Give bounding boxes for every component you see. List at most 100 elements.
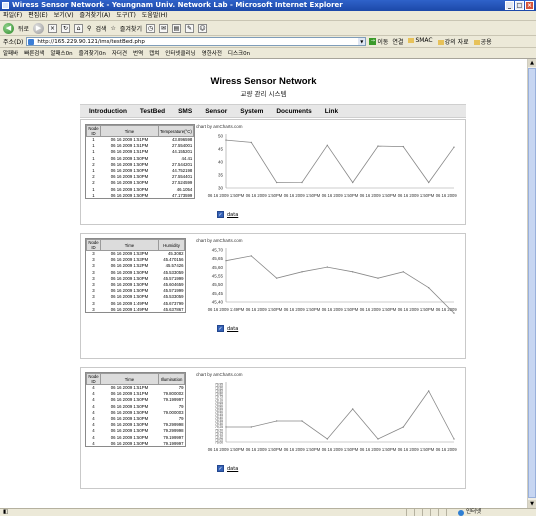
data-point[interactable] <box>301 420 303 422</box>
favorites-star-icon[interactable]: ☆ <box>110 24 116 32</box>
data-point[interactable] <box>225 139 227 141</box>
back-arrow-icon[interactable]: ◀ <box>3 22 14 34</box>
menu-help[interactable]: 도움말(H) <box>141 12 168 19</box>
data-point[interactable] <box>275 420 278 422</box>
menu-file[interactable]: 파일(F) <box>3 12 23 19</box>
data-point[interactable] <box>402 145 405 148</box>
addon-item[interactable]: 빠른검색 <box>24 51 45 57</box>
data-point[interactable] <box>326 144 329 147</box>
edit-icon[interactable]: ✎ <box>184 23 194 33</box>
nav-link[interactable]: Link <box>324 107 339 115</box>
data-point[interactable] <box>351 408 354 410</box>
search-label[interactable]: 검색 <box>95 25 107 33</box>
back-label[interactable]: 뒤로 <box>18 25 30 33</box>
go-button[interactable]: → 이동 <box>369 37 388 46</box>
print-icon[interactable]: ▤ <box>171 23 181 33</box>
menu-edit[interactable]: 편집(E) <box>28 12 48 19</box>
legend-label[interactable]: data <box>227 211 239 218</box>
link-item-smac[interactable]: SMAC <box>408 37 433 46</box>
close-icon[interactable]: × <box>525 1 534 10</box>
nav-system[interactable]: System <box>240 107 264 115</box>
data-point[interactable] <box>377 438 379 440</box>
chart-legend[interactable]: ✓ data <box>217 465 238 472</box>
checkbox-icon[interactable]: ✓ <box>217 211 224 218</box>
data-point[interactable] <box>427 181 430 184</box>
link-label[interactable]: 공용 <box>480 39 492 46</box>
legend-label[interactable]: data <box>227 465 239 472</box>
data-point[interactable] <box>275 277 278 279</box>
addon-item[interactable]: 즐겨찾기0n <box>78 51 106 57</box>
link-item-shared[interactable]: 공용 <box>473 37 492 46</box>
search-icon[interactable]: ⚲ <box>87 24 92 32</box>
addon-item[interactable]: 번역 <box>133 51 144 57</box>
home-icon[interactable]: ⌂ <box>74 23 84 33</box>
menu-view[interactable]: 보기(V) <box>53 12 74 19</box>
address-url[interactable]: http://165.229.90.121/ims/testBed.php <box>37 39 145 45</box>
data-point[interactable] <box>326 266 329 268</box>
chart-legend[interactable]: ✓ data <box>217 211 238 218</box>
vertical-scrollbar[interactable]: ▲ ▼ <box>527 59 536 508</box>
address-dropdown-icon[interactable]: ▼ <box>358 38 366 45</box>
addon-item[interactable]: 캡쳐 <box>149 51 160 57</box>
forward-arrow-icon[interactable]: ▶ <box>33 22 45 34</box>
maximize-icon[interactable]: □ <box>515 1 524 10</box>
table-row: 4 06 16 2009 1:50PM 79.199997 <box>87 434 185 440</box>
address-input[interactable]: http://165.229.90.121/ims/testBed.php ▼ <box>26 37 367 46</box>
nav-testbed[interactable]: TestBed <box>139 107 166 115</box>
data-point[interactable] <box>377 277 379 279</box>
favorites-label[interactable]: 즐겨찾기 <box>119 25 142 33</box>
link-item-lecture[interactable]: 강의 자료 <box>437 37 469 46</box>
data-point[interactable] <box>225 426 227 428</box>
data-point[interactable] <box>453 438 455 440</box>
nav-sensor[interactable]: Sensor <box>205 107 228 115</box>
nav-introduction[interactable]: Introduction <box>89 107 127 115</box>
addon-item[interactable]: 알패스0n <box>50 51 73 57</box>
data-point[interactable] <box>377 145 379 147</box>
checkbox-icon[interactable]: ✓ <box>217 465 224 472</box>
stop-icon[interactable]: × <box>48 23 58 33</box>
history-icon[interactable]: ◷ <box>145 23 155 33</box>
addon-item[interactable]: 영한사전 <box>201 51 222 57</box>
data-point[interactable] <box>250 255 253 257</box>
chart-credit[interactable]: chart by amCharts.com <box>196 124 243 129</box>
messenger-icon[interactable]: ☺ <box>197 23 207 33</box>
link-label[interactable]: SMAC <box>415 37 433 44</box>
data-point[interactable] <box>453 312 455 314</box>
scroll-thumb[interactable] <box>528 68 536 498</box>
chart-legend[interactable]: ✓ data <box>217 325 238 332</box>
addon-item[interactable]: 알패바 <box>3 51 19 57</box>
chart-credit[interactable]: chart by amCharts.com <box>196 372 243 377</box>
data-point[interactable] <box>250 141 253 144</box>
go-label[interactable]: 이동 <box>377 39 389 46</box>
data-point[interactable] <box>402 426 405 428</box>
data-point[interactable] <box>351 271 354 273</box>
scroll-down-icon[interactable]: ▼ <box>528 500 536 508</box>
data-point[interactable] <box>402 271 405 273</box>
data-point[interactable] <box>250 426 253 428</box>
mail-icon[interactable]: ✉ <box>158 23 168 33</box>
addon-item[interactable]: 자더견 <box>111 51 128 57</box>
minimize-icon[interactable]: _ <box>505 1 514 10</box>
nav-sms[interactable]: SMS <box>178 107 193 115</box>
data-point[interactable] <box>427 287 430 289</box>
data-point[interactable] <box>326 438 329 440</box>
data-point[interactable] <box>275 181 278 184</box>
nav-documents[interactable]: Documents <box>276 107 312 115</box>
data-point[interactable] <box>351 181 354 184</box>
data-point[interactable] <box>301 181 303 184</box>
addon-item[interactable]: 인터넷클리닝 <box>165 51 196 57</box>
data-point[interactable] <box>225 260 227 262</box>
menu-favorites[interactable]: 즐겨찾기(A) <box>79 12 111 19</box>
refresh-icon[interactable]: ↻ <box>61 23 71 33</box>
legend-label[interactable]: data <box>227 325 239 332</box>
link-label[interactable]: 강의 자료 <box>444 39 469 46</box>
menu-tools[interactable]: 도구(T) <box>116 12 136 19</box>
data-point[interactable] <box>453 146 455 148</box>
checkbox-icon[interactable]: ✓ <box>217 325 224 332</box>
data-point[interactable] <box>427 390 430 392</box>
chart-credit[interactable]: chart by amCharts.com <box>196 238 243 243</box>
addon-item[interactable]: 디스크0n <box>227 51 251 57</box>
data-point[interactable] <box>301 271 303 273</box>
go-arrow-icon[interactable]: → <box>369 38 377 45</box>
scroll-up-icon[interactable]: ▲ <box>528 59 536 67</box>
